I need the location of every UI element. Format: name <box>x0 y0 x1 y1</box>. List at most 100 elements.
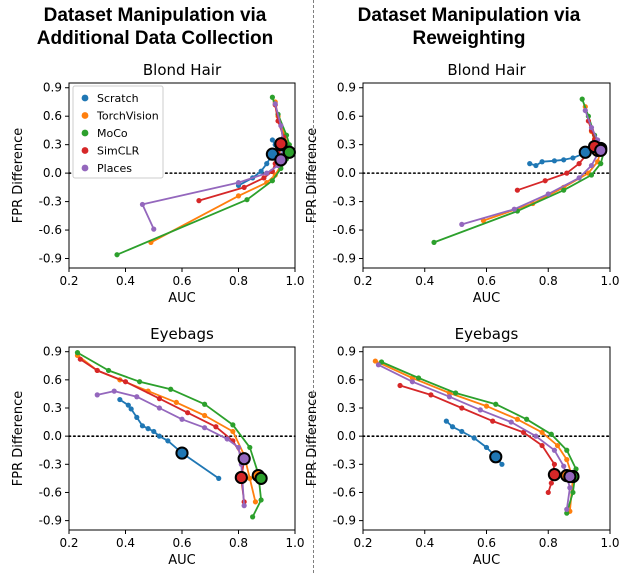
x-axis-label: AUC <box>473 291 501 306</box>
data-point-moco <box>431 239 437 245</box>
series-line-simclr <box>79 358 246 502</box>
data-point-simclr <box>261 175 267 181</box>
series-line-torchvision <box>375 360 574 512</box>
series-line-moco <box>433 98 605 244</box>
data-point-simclr <box>241 184 247 190</box>
data-point-scratch <box>539 159 545 165</box>
data-point-moco <box>588 172 595 178</box>
data-point-simclr <box>185 410 191 416</box>
column-divider <box>313 0 314 573</box>
data-point-simclr <box>156 396 162 402</box>
data-point-torchvision <box>235 193 242 199</box>
data-point-places <box>409 379 415 385</box>
highlight-point-places <box>237 452 251 466</box>
data-point-scratch <box>551 158 558 164</box>
x-tick-label: 0.8 <box>229 536 248 550</box>
x-tick-label: 0.2 <box>353 536 372 550</box>
data-point-places <box>151 226 157 232</box>
data-point-simclr <box>490 418 496 424</box>
highlight-point-places <box>594 143 608 157</box>
data-point-scratch <box>561 157 567 163</box>
highlight-point-simclr <box>547 468 562 482</box>
panel-title: Eyebags <box>455 325 519 343</box>
data-point-places <box>235 180 242 186</box>
data-point-moco <box>564 447 570 453</box>
data-point-moco <box>168 386 174 392</box>
y-axis-label: FPR Difference <box>11 128 26 224</box>
legend: Scratch TorchVision MoCo SimCLR Places <box>72 85 164 179</box>
data-point-moco <box>202 401 208 407</box>
data-point-places <box>235 444 242 451</box>
axes-frame <box>362 346 611 531</box>
y-tick-label: 0.9 <box>43 345 62 359</box>
y-tick-label: 0.6 <box>337 109 356 123</box>
data-point-places <box>459 221 465 227</box>
data-point-torchvision <box>539 429 545 435</box>
legend-marker-places <box>81 164 89 172</box>
legend-label-simclr: SimCLR <box>97 145 140 158</box>
data-point-moco <box>258 497 264 503</box>
data-point-scratch <box>471 435 477 441</box>
x-tick-label: 0.8 <box>539 536 558 550</box>
x-tick-label: 0.6 <box>477 536 496 550</box>
data-point-places <box>224 436 230 442</box>
data-point-scratch <box>459 428 465 435</box>
highlight-point-simclr <box>234 470 248 485</box>
data-point-places <box>94 392 100 398</box>
column-title-right: Dataset Manipulation via Reweighting <box>314 4 624 50</box>
highlight-point-moco <box>282 145 296 159</box>
data-point-scratch <box>134 414 140 420</box>
data-point-moco <box>244 197 250 203</box>
y-tick-label: 0.0 <box>43 429 62 443</box>
data-point-places <box>139 201 146 208</box>
panel-title: Blond Hair <box>143 61 222 79</box>
legend-marker-moco <box>81 129 89 137</box>
data-point-moco <box>415 375 422 381</box>
data-point-places <box>264 170 270 176</box>
x-tick-label: 0.2 <box>59 274 78 288</box>
legend-label-scratch: Scratch <box>97 92 139 105</box>
x-tick-label: 0.6 <box>172 274 191 288</box>
y-tick-label: -0.3 <box>39 195 62 209</box>
data-point-moco <box>105 367 112 374</box>
data-point-simclr <box>397 382 403 389</box>
y-axis-label: FPR Difference <box>11 391 26 487</box>
x-tick-label: 0.4 <box>116 274 135 288</box>
y-axis-label: FPR Difference <box>305 391 320 487</box>
data-point-places <box>567 485 573 491</box>
data-point-torchvision <box>554 442 561 449</box>
x-tick-label: 0.2 <box>59 536 78 550</box>
data-point-moco <box>564 510 570 516</box>
series-line-moco <box>77 351 263 518</box>
series-line-places <box>461 110 602 226</box>
y-tick-label: -0.6 <box>333 223 356 237</box>
x-tick-label: 0.6 <box>477 274 496 288</box>
y-tick-label: -0.3 <box>333 457 356 471</box>
y-tick-label: -0.6 <box>39 223 62 237</box>
data-point-moco <box>579 96 585 102</box>
data-point-places <box>576 175 582 181</box>
data-point-scratch <box>117 396 123 403</box>
data-point-places <box>134 394 140 400</box>
panel-title: Blond Hair <box>447 61 526 79</box>
data-point-simclr <box>122 379 129 385</box>
data-point-simclr <box>77 356 83 362</box>
panel-title: Eyebags <box>150 325 214 343</box>
column-title-left-line1: Dataset Manipulation via <box>43 5 267 26</box>
data-point-moco <box>561 187 567 193</box>
y-tick-label: -0.6 <box>39 485 62 499</box>
x-tick-label: 0.6 <box>172 536 191 550</box>
y-tick-label: 0.9 <box>337 81 356 95</box>
highlight-point-scratch <box>489 450 503 464</box>
chart-panel-2: Blond Hair 0.2 0.4 0.6 0.8 1.0 0.9 0.6 0.3 0.0 -0.… <box>305 61 620 306</box>
data-point-moco <box>114 252 120 258</box>
data-point-scratch <box>156 433 162 439</box>
data-point-places <box>446 394 453 400</box>
data-point-simclr <box>539 442 545 449</box>
x-tick-label: 0.8 <box>539 274 558 288</box>
data-point-simclr <box>564 170 570 176</box>
data-point-moco <box>230 422 236 428</box>
y-tick-label: 0.6 <box>337 373 356 387</box>
data-point-simclr <box>428 392 434 398</box>
